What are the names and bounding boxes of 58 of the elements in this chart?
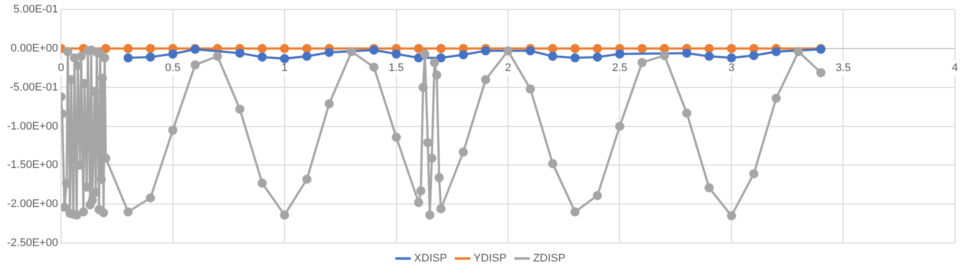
legend-label: YDISP xyxy=(474,252,507,265)
point xyxy=(124,44,133,54)
y-tick-label: 5.00E-01 xyxy=(13,4,58,16)
y-tick-label: -5.00E-01 xyxy=(10,81,58,94)
point xyxy=(168,49,178,59)
point xyxy=(526,46,535,56)
point xyxy=(481,46,490,56)
point xyxy=(548,52,558,61)
x-tick-label: 3 xyxy=(728,62,735,74)
point xyxy=(749,50,758,60)
point xyxy=(414,53,424,62)
point xyxy=(458,50,468,60)
x-tick-label: 1 xyxy=(281,62,288,74)
point xyxy=(592,44,602,54)
y-tick-label: -1.50E+00 xyxy=(6,159,58,172)
legend-label: XDISP xyxy=(414,252,448,265)
point xyxy=(436,53,446,62)
point xyxy=(302,52,312,61)
point xyxy=(615,49,624,59)
point xyxy=(726,44,736,54)
x-tick-label: 0 xyxy=(58,62,64,74)
point xyxy=(637,44,647,54)
x-tick-label: 1.5 xyxy=(388,62,404,74)
point xyxy=(660,44,670,54)
x-tick-label: 4 xyxy=(952,62,958,74)
legend-label: ZDISP xyxy=(533,252,566,265)
y-tick-label: -1.00E+00 xyxy=(6,120,58,132)
point xyxy=(280,54,290,64)
point xyxy=(436,44,446,54)
point xyxy=(726,53,736,62)
y-tick-label: 0.00E+00 xyxy=(10,42,58,55)
x-tick-label: 2.5 xyxy=(612,62,628,74)
point xyxy=(592,52,602,62)
point xyxy=(392,49,401,59)
point xyxy=(124,53,133,62)
x-tick-label: 0.5 xyxy=(165,62,180,74)
point xyxy=(704,44,714,54)
point xyxy=(548,44,558,54)
x-tick-label: 2 xyxy=(504,62,512,74)
point xyxy=(258,52,267,62)
point xyxy=(324,48,334,57)
x-tick-label: 3.5 xyxy=(836,62,851,74)
y-tick-label: -2.00E+00 xyxy=(6,198,58,210)
point xyxy=(704,52,714,61)
point xyxy=(772,47,781,56)
point xyxy=(280,44,290,54)
point xyxy=(235,48,244,58)
point xyxy=(146,52,156,62)
point xyxy=(101,44,110,54)
point xyxy=(682,48,692,58)
point xyxy=(302,44,312,54)
point xyxy=(414,44,424,54)
y-tick-label: -2.50E+00 xyxy=(6,237,58,250)
point xyxy=(749,44,758,54)
point xyxy=(570,53,580,62)
point xyxy=(258,44,267,54)
point xyxy=(570,44,580,54)
point xyxy=(146,44,156,54)
